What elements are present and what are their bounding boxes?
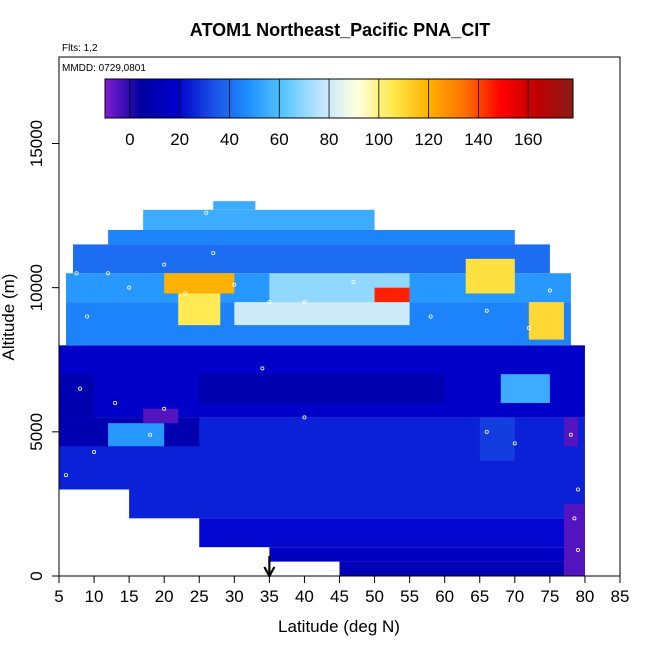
x-tick-label: 10 bbox=[85, 587, 104, 606]
colorbar-tick-label: 60 bbox=[270, 130, 289, 149]
chart-title: ATOM1 Northeast_Pacific PNA_CIT bbox=[190, 20, 490, 40]
heatmap-cell bbox=[108, 423, 164, 446]
flights-label: Flts: 1,2 bbox=[62, 43, 98, 54]
heatmap-cell bbox=[129, 490, 585, 519]
heatmap-cell bbox=[234, 302, 409, 325]
x-tick-label: 20 bbox=[155, 587, 174, 606]
heatmap-cell bbox=[480, 417, 515, 460]
heatmap-cell bbox=[199, 374, 444, 403]
heatmap-cell bbox=[529, 302, 564, 339]
x-tick-label: 75 bbox=[540, 587, 559, 606]
x-tick-label: 45 bbox=[330, 587, 349, 606]
heatmap-cell bbox=[269, 547, 585, 561]
colorbar-tick-label: 0 bbox=[125, 130, 134, 149]
heatmap-cell bbox=[164, 273, 234, 293]
x-tick-label: 35 bbox=[260, 587, 279, 606]
heatmap-cell bbox=[178, 293, 220, 325]
colorbar-gradient bbox=[105, 79, 573, 118]
y-tick-label: 0 bbox=[27, 571, 46, 580]
heatmap-cells bbox=[59, 201, 585, 576]
x-tick-label: 5 bbox=[54, 587, 63, 606]
colorbar-tick-label: 40 bbox=[220, 130, 239, 149]
x-tick-label: 60 bbox=[435, 587, 454, 606]
heatmap-cell bbox=[501, 374, 550, 403]
colorbar-tick-label: 20 bbox=[170, 130, 189, 149]
y-tick-label: 15000 bbox=[27, 120, 46, 167]
x-axis: 5 10 15 20 25 30 35 40 45 50 55 60 65 70 75 80 85 bbox=[54, 576, 629, 606]
x-tick-label: 55 bbox=[400, 587, 419, 606]
heatmap-cell bbox=[466, 259, 515, 294]
heatmap-cell bbox=[340, 562, 585, 576]
x-tick-label: 50 bbox=[365, 587, 384, 606]
heatmap-cell bbox=[375, 288, 410, 302]
colorbar-tick-label: 80 bbox=[320, 130, 339, 149]
y-tick-label: 10000 bbox=[27, 264, 46, 311]
x-tick-label: 70 bbox=[505, 587, 524, 606]
heatmap-cell bbox=[59, 374, 94, 417]
heatmap-cell bbox=[564, 417, 578, 446]
x-tick-label: 65 bbox=[470, 587, 489, 606]
x-axis-label: Latitude (deg N) bbox=[278, 617, 400, 636]
colorbar-tick-label: 160 bbox=[514, 130, 542, 149]
heatmap-cell bbox=[564, 504, 585, 576]
colorbar-tick-label: 100 bbox=[365, 130, 393, 149]
heatmap-cell bbox=[143, 210, 374, 230]
heatmap-cell bbox=[213, 201, 255, 210]
y-tick-label: 5000 bbox=[27, 413, 46, 451]
y-axis: 0 5000 10000 15000 bbox=[27, 120, 59, 581]
x-tick-label: 85 bbox=[611, 587, 630, 606]
x-tick-label: 25 bbox=[190, 587, 209, 606]
x-tick-label: 80 bbox=[575, 587, 594, 606]
heatmap-cell bbox=[143, 409, 178, 423]
x-tick-label: 15 bbox=[120, 587, 139, 606]
x-tick-label: 40 bbox=[295, 587, 314, 606]
x-tick-label: 30 bbox=[225, 587, 244, 606]
heatmap-cell bbox=[199, 518, 585, 547]
y-axis-label: Altitude (m) bbox=[0, 274, 18, 361]
colorbar-tick-label: 140 bbox=[464, 130, 492, 149]
colorbar: 0 20 40 60 80 100 120 140 160 bbox=[105, 79, 573, 149]
date-label: MMDD: 0729,0801 bbox=[62, 63, 146, 74]
heatmap-cell bbox=[108, 230, 515, 244]
colorbar-tick-label: 120 bbox=[414, 130, 442, 149]
